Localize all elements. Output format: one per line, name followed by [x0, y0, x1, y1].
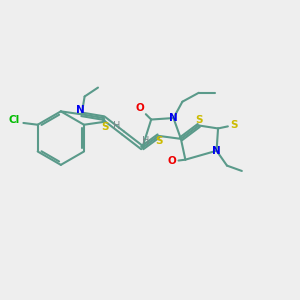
Text: N: N — [169, 113, 178, 123]
Text: S: S — [196, 115, 203, 125]
Text: O: O — [167, 156, 176, 166]
Text: S: S — [155, 136, 162, 146]
Text: S: S — [102, 122, 109, 132]
Text: H: H — [113, 122, 120, 131]
Text: O: O — [136, 103, 144, 113]
Text: H: H — [142, 136, 149, 146]
Text: Cl: Cl — [8, 115, 20, 125]
Text: N: N — [76, 106, 85, 116]
Text: N: N — [212, 146, 221, 156]
Text: S: S — [231, 120, 238, 130]
